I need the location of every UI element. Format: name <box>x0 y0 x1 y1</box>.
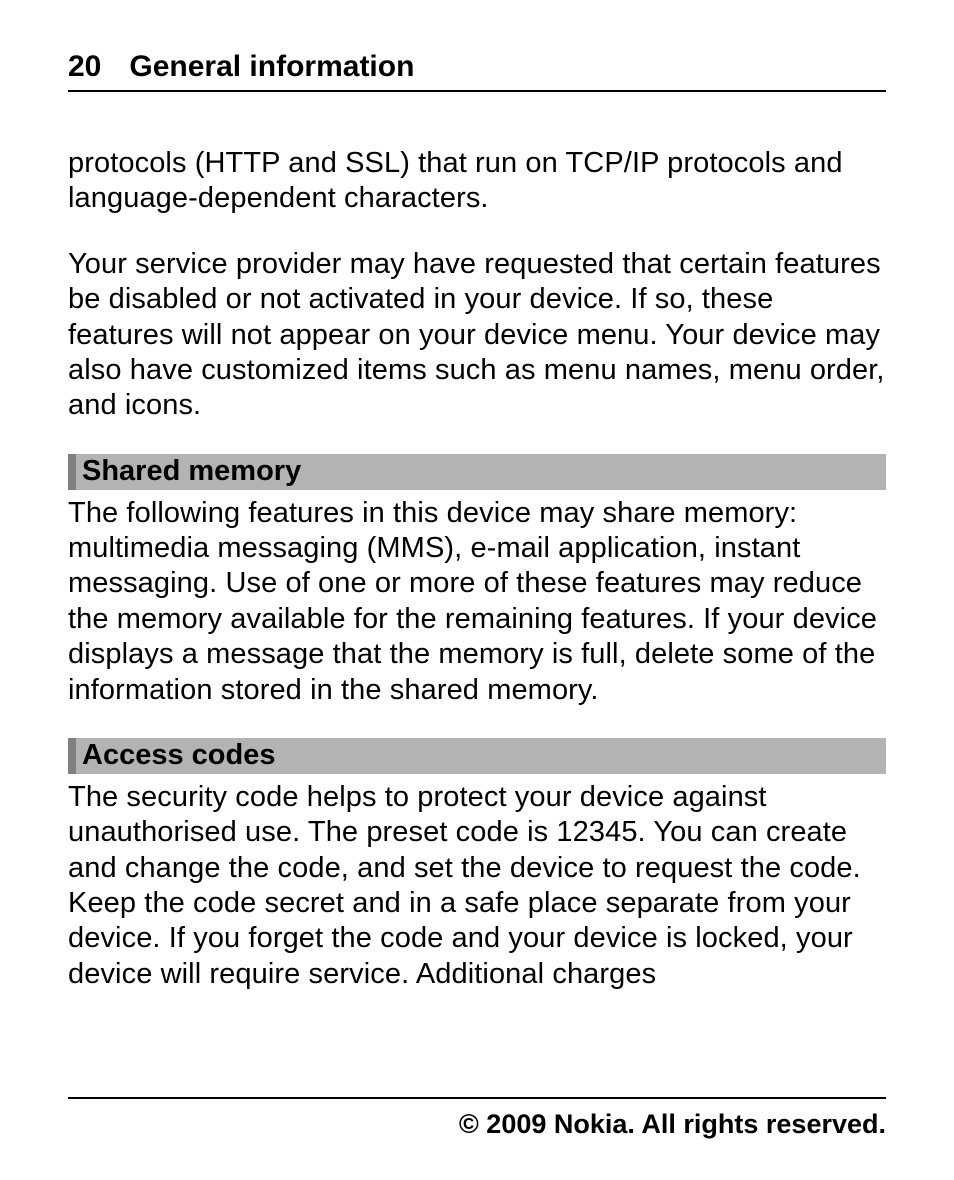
body-paragraph: protocols (HTTP and SSL) that run on TCP… <box>68 146 886 217</box>
body-paragraph: Your service provider may have requested… <box>68 247 886 424</box>
section-paragraph: The following features in this device ma… <box>68 496 886 708</box>
page-number: 20 <box>68 50 101 84</box>
manual-page: 20 General information protocols (HTTP a… <box>0 0 954 1180</box>
page-body: protocols (HTTP and SSL) that run on TCP… <box>68 146 886 1097</box>
section-heading-access-codes: Access codes <box>68 738 886 774</box>
section-paragraph: The security code helps to protect your … <box>68 780 886 992</box>
page-footer: © 2009 Nokia. All rights reserved. <box>68 1097 886 1140</box>
section-heading-shared-memory: Shared memory <box>68 454 886 490</box>
page-title: General information <box>129 50 414 84</box>
page-header: 20 General information <box>68 50 886 92</box>
copyright-text: © 2009 Nokia. All rights reserved. <box>459 1109 886 1139</box>
